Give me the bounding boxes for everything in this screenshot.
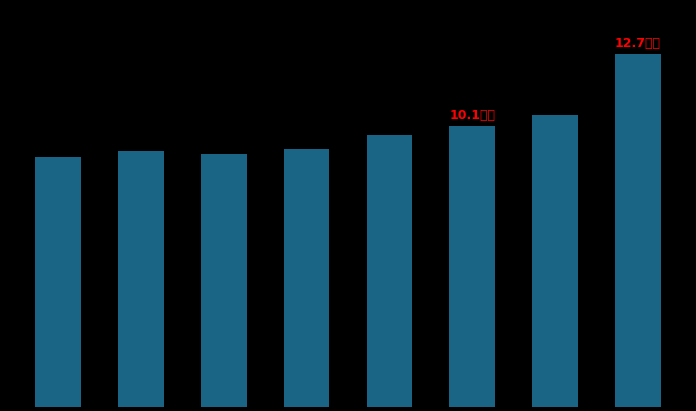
Text: 10.1兆円: 10.1兆円 bbox=[450, 109, 496, 122]
Bar bbox=[284, 148, 329, 407]
Bar bbox=[367, 135, 412, 407]
Bar bbox=[118, 151, 164, 407]
Bar bbox=[532, 115, 578, 407]
Bar bbox=[450, 126, 495, 407]
Bar bbox=[35, 157, 81, 407]
Bar bbox=[201, 154, 246, 407]
Text: 12.7兆円: 12.7兆円 bbox=[615, 37, 661, 50]
Bar bbox=[615, 54, 661, 407]
